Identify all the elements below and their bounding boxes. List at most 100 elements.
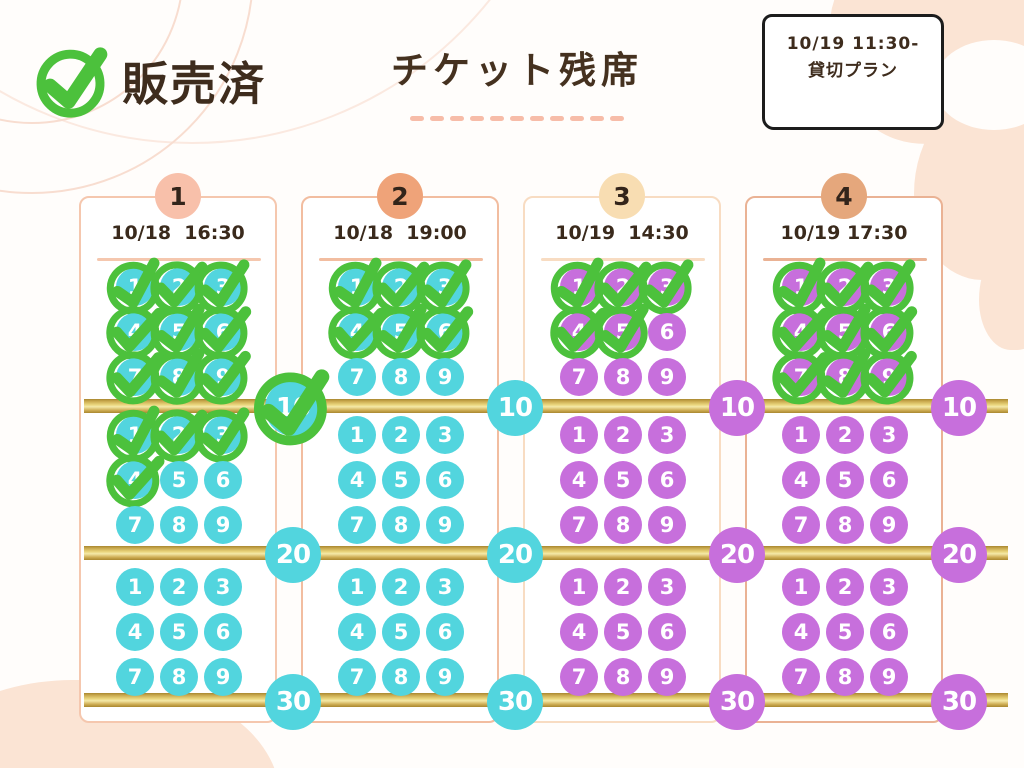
seat-3: 3 bbox=[870, 568, 908, 606]
note-line1: 10/19 11:30- bbox=[786, 34, 920, 54]
dash bbox=[530, 116, 544, 121]
seat-6: 6 bbox=[648, 461, 686, 499]
seat-number: 2 bbox=[393, 575, 409, 599]
milestone-number: 10 bbox=[497, 393, 533, 423]
seat-9: 9 bbox=[648, 658, 686, 696]
seat-number: 6 bbox=[881, 468, 897, 492]
seat-7: 7 bbox=[782, 506, 820, 544]
seat-number: 6 bbox=[659, 620, 675, 644]
sold-check-icon bbox=[194, 407, 250, 463]
seat-8: 8 bbox=[160, 506, 198, 544]
seat-1: 1 bbox=[560, 568, 598, 606]
seat-number: 7 bbox=[349, 513, 365, 537]
seat-5: 5 bbox=[594, 303, 649, 360]
seat-number: 8 bbox=[837, 665, 853, 689]
seat-4: 4 bbox=[782, 613, 820, 651]
seat-number: 4 bbox=[349, 468, 365, 492]
milestone-20-badge: 20 bbox=[709, 527, 765, 583]
seat-number: 8 bbox=[393, 665, 409, 689]
seat-2: 2 bbox=[150, 409, 208, 463]
seat-3: 3 bbox=[194, 259, 250, 315]
seat-number: 9 bbox=[437, 513, 453, 537]
seat-grid-2: 1 2 3 4 bbox=[338, 416, 464, 544]
seat-number: 9 bbox=[437, 665, 453, 689]
seat-number: 9 bbox=[437, 365, 453, 389]
seat-number: 3 bbox=[659, 575, 675, 599]
seat-number: 9 bbox=[659, 665, 675, 689]
sold-check-icon bbox=[638, 259, 694, 315]
seat-number: 5 bbox=[615, 468, 631, 492]
seat-number: 8 bbox=[171, 665, 187, 689]
title-underline bbox=[352, 116, 682, 121]
seat-3: 3 bbox=[426, 416, 464, 454]
milestone-20-badge: 20 bbox=[931, 527, 987, 583]
seat-number: 7 bbox=[793, 665, 809, 689]
seat-3: 3 bbox=[870, 416, 908, 454]
seat-7: 7 bbox=[338, 658, 376, 696]
dash bbox=[510, 116, 524, 121]
seat-7: 7 bbox=[338, 506, 376, 544]
seat-1: 1 bbox=[782, 416, 820, 454]
seat-number: 3 bbox=[437, 575, 453, 599]
seat-number: 6 bbox=[437, 620, 453, 644]
seat-number: 8 bbox=[615, 365, 631, 389]
seat-number: 8 bbox=[837, 513, 853, 537]
seat-3: 3 bbox=[426, 568, 464, 606]
seat-2: 2 bbox=[604, 568, 642, 606]
session-number-badge: 3 bbox=[599, 173, 645, 219]
milestone-number: 30 bbox=[941, 687, 977, 717]
seat-6: 6 bbox=[426, 461, 464, 499]
seat-9: 9 bbox=[204, 658, 242, 696]
seat-7: 7 bbox=[338, 358, 376, 396]
seat-number: 4 bbox=[571, 620, 587, 644]
seat-6: 6 bbox=[870, 613, 908, 651]
seat-number: 9 bbox=[215, 665, 231, 689]
seat-number: 3 bbox=[881, 423, 897, 447]
milestone-10-badge: 10 bbox=[931, 380, 987, 436]
milestone-number: 20 bbox=[275, 540, 311, 570]
seat-3: 3 bbox=[648, 416, 686, 454]
seat-8: 8 bbox=[382, 506, 420, 544]
legend-label: 販売済 bbox=[122, 57, 266, 111]
seat-2: 2 bbox=[160, 568, 198, 606]
seat-5: 5 bbox=[150, 303, 205, 360]
seat-9: 9 bbox=[870, 658, 908, 696]
page-title: チケット残席 bbox=[352, 40, 682, 121]
decor-blob bbox=[934, 40, 1024, 130]
seat-8: 8 bbox=[826, 506, 864, 544]
seat-grid-1: 1 2 3 bbox=[328, 257, 474, 396]
seat-number: 3 bbox=[437, 423, 453, 447]
session-card-4: 4 10/19 17:30 1 2 3 bbox=[745, 173, 987, 730]
seat-9: 9 bbox=[648, 358, 686, 396]
sold-check-icon bbox=[594, 303, 649, 360]
seat-8: 8 bbox=[382, 358, 420, 396]
milestone-number: 10 bbox=[719, 393, 755, 423]
seat-4: 4 bbox=[338, 613, 376, 651]
seat-number: 8 bbox=[615, 513, 631, 537]
milestone-10-badge: 10 bbox=[253, 369, 330, 446]
seat-number: 4 bbox=[571, 468, 587, 492]
seat-9: 9 bbox=[648, 506, 686, 544]
dash bbox=[490, 116, 504, 121]
seat-2: 2 bbox=[382, 416, 420, 454]
seat-6: 6 bbox=[426, 613, 464, 651]
seat-2: 2 bbox=[150, 261, 208, 315]
session-number-badge: 1 bbox=[155, 173, 201, 219]
dash bbox=[550, 116, 564, 121]
seat-number: 5 bbox=[171, 620, 187, 644]
milestone-number: 20 bbox=[941, 540, 977, 570]
seat-9: 9 bbox=[870, 506, 908, 544]
seat-number: 6 bbox=[659, 320, 675, 344]
milestone-20-badge: 20 bbox=[265, 527, 321, 583]
seat-4: 4 bbox=[338, 461, 376, 499]
seat-5: 5 bbox=[382, 613, 420, 651]
session-card-1: 1 10/18 16:30 1 2 3 bbox=[79, 173, 330, 730]
seat-number: 7 bbox=[793, 513, 809, 537]
milestone-30-badge: 30 bbox=[931, 674, 987, 730]
milestone-30-badge: 30 bbox=[709, 674, 765, 730]
seat-4: 4 bbox=[116, 613, 154, 651]
dash bbox=[430, 116, 444, 121]
dash bbox=[610, 116, 624, 121]
session-datetime: 10/18 19:00 bbox=[333, 222, 467, 244]
session-card-2: 2 10/18 19:00 1 2 3 bbox=[301, 173, 543, 730]
